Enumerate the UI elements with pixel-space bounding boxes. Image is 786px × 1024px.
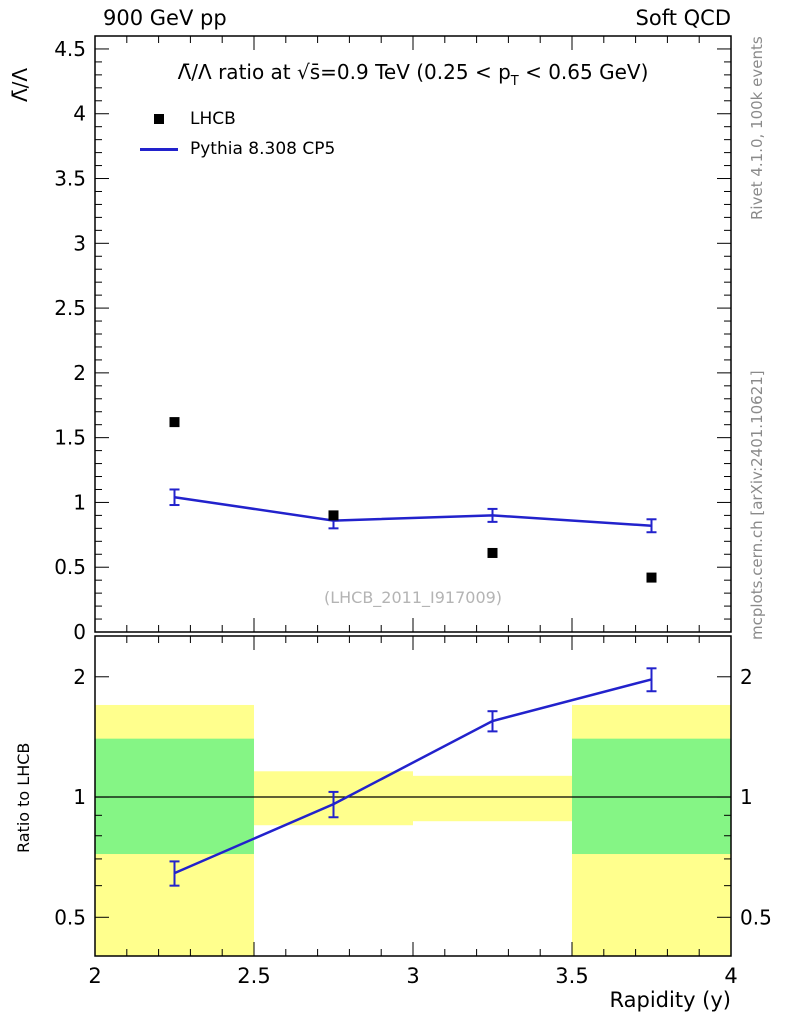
legend-item-pythia: Pythia 8.308 CP5 — [140, 134, 335, 164]
ratio-y-tick-label-right: 0.5 — [740, 905, 772, 929]
legend-label-pythia: Pythia 8.308 CP5 — [190, 139, 336, 159]
plot-title-pre: Λ̄/Λ ratio at √s̄=0.9 TeV (0.25 < p — [177, 60, 511, 84]
plot-title-post: < 0.65 GeV) — [518, 60, 649, 84]
legend-item-lhcb: LHCB — [140, 104, 335, 134]
uncertainty-band-outer — [413, 775, 572, 822]
main-y-tick-label: 1.5 — [54, 426, 86, 450]
data-point-marker — [646, 572, 657, 583]
x-axis-label: Rapidity (y) — [609, 988, 731, 1012]
main-y-tick-label: 2.5 — [54, 296, 86, 320]
legend: LHCB Pythia 8.308 CP5 — [140, 104, 335, 164]
main-y-tick-label: 0 — [73, 620, 86, 644]
main-y-tick-label: 1 — [73, 490, 86, 514]
x-tick-label: 3.5 — [555, 964, 588, 988]
main-y-tick-label: 2 — [73, 361, 86, 385]
mc-line-main — [174, 496, 652, 528]
x-tick-label: 2 — [88, 964, 101, 988]
ratio-panel-frame — [94, 635, 732, 957]
data-point-marker — [487, 547, 498, 558]
rivet-version-label: Rivet 4.1.0, 100k events — [748, 36, 766, 220]
x-tick-label: 2.5 — [237, 964, 270, 988]
analysis-id-watermark: (LHCB_2011_I917009) — [323, 588, 503, 607]
line-marker-icon — [140, 147, 178, 151]
ratio-y-tick-label-left: 2 — [73, 665, 86, 689]
ratio-y-axis-label: Ratio to LHCB — [14, 742, 33, 854]
x-tick-label: 3 — [406, 964, 419, 988]
mc-line-ratio — [174, 678, 652, 875]
main-y-tick-label: 4.5 — [54, 37, 86, 61]
main-y-axis-label: Λ̄/Λ — [8, 67, 32, 102]
uncertainty-band-inner — [95, 738, 254, 855]
mcplots-credit-label: mcplots.cern.ch [arXiv:2401.10621] — [748, 370, 766, 640]
square-marker-icon — [140, 114, 178, 124]
legend-label-lhcb: LHCB — [190, 109, 236, 129]
beam-energy-label: 900 GeV pp — [103, 6, 227, 30]
main-y-tick-label: 0.5 — [54, 555, 86, 579]
main-y-tick-label: 3 — [73, 231, 86, 255]
process-group-label: Soft QCD — [635, 6, 731, 30]
ratio-y-tick-label-right: 1 — [740, 785, 753, 809]
ratio-y-tick-label-left: 0.5 — [54, 905, 86, 929]
uncertainty-band-inner — [572, 738, 731, 855]
main-y-tick-label: 4 — [73, 102, 86, 126]
ratio-y-tick-label-left: 1 — [73, 785, 86, 809]
ratio-y-tick-label-right: 2 — [740, 665, 753, 689]
data-point-marker — [169, 417, 180, 428]
plot-title-subscript: T — [510, 74, 519, 89]
data-point-marker — [328, 510, 339, 521]
main-panel-frame — [94, 35, 732, 633]
x-tick-label: 4 — [724, 964, 737, 988]
plot-title: Λ̄/Λ ratio at √s̄=0.9 TeV (0.25 < pT < 0… — [95, 60, 731, 89]
main-y-tick-label: 3.5 — [54, 167, 86, 191]
